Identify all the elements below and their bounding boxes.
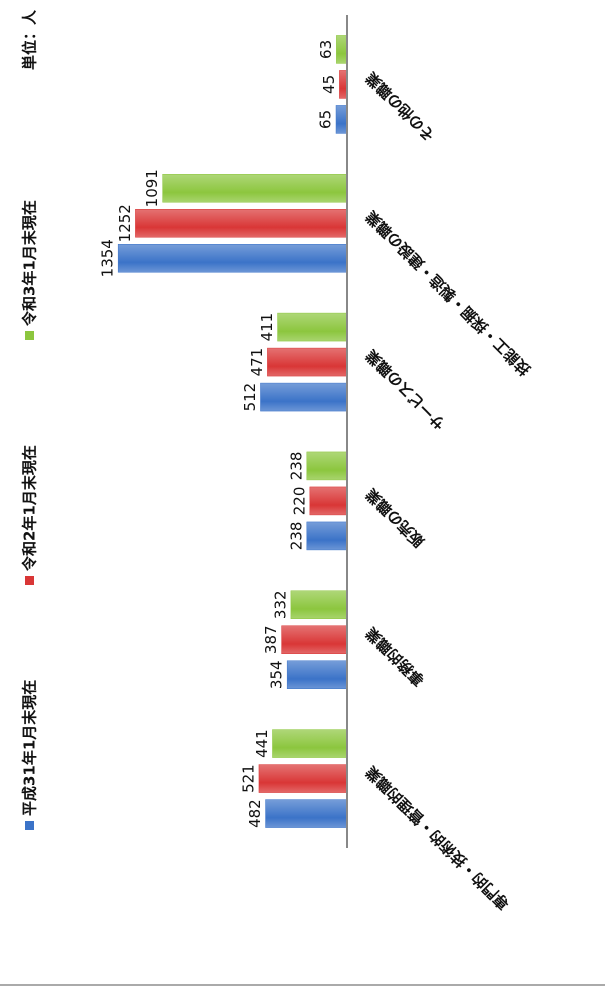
bar [290, 590, 348, 619]
value-label: 63 [317, 40, 335, 59]
bar [309, 486, 348, 516]
value-label: 1354 [99, 239, 117, 277]
legend-label: 令和2年1月末現在 [21, 445, 39, 571]
x-tick-label: 事務的職業 [362, 623, 428, 689]
legend-swatch [25, 331, 34, 340]
bar [306, 451, 348, 481]
x-tick-label: その他の職業 [362, 68, 439, 145]
bar [336, 35, 348, 64]
x-tick-label: 販売の職業 [362, 484, 428, 550]
unit-label: 単位：人 [21, 9, 39, 70]
value-label: 220 [290, 487, 308, 516]
value-label: 238 [287, 452, 305, 481]
value-label: 471 [248, 348, 266, 377]
value-label: 482 [246, 799, 264, 828]
value-label: 411 [258, 313, 276, 342]
value-label: 387 [262, 625, 280, 654]
value-label: 1252 [116, 204, 134, 242]
value-label: 45 [320, 75, 338, 94]
bar [286, 660, 348, 689]
bar [258, 764, 348, 793]
bar [135, 209, 348, 238]
value-label: 332 [271, 590, 289, 619]
bar [281, 625, 348, 654]
x-tick-label: 専門的・技術的・管理的職業 [362, 762, 513, 913]
value-label: 512 [241, 383, 259, 412]
bar [335, 105, 348, 134]
bar [117, 244, 348, 273]
bar [267, 347, 348, 377]
x-tick-label: 技能工・採掘・製造・建設の職業 [362, 207, 535, 380]
legend-swatch [25, 576, 34, 585]
legend-label: 令和3年1月末現在 [21, 200, 39, 326]
value-label: 441 [253, 729, 271, 758]
bar [162, 174, 348, 203]
value-label: 521 [239, 764, 257, 793]
bar [265, 799, 348, 828]
bar [339, 70, 348, 99]
bar [260, 382, 348, 412]
bar [277, 312, 348, 342]
bar [306, 521, 348, 551]
bar [272, 729, 348, 758]
value-label: 65 [317, 110, 335, 129]
value-label: 238 [287, 522, 305, 551]
value-label: 354 [268, 660, 286, 689]
legend-label: 平成31年1月末現在 [21, 680, 39, 816]
x-tick-label: サービスの職業 [362, 345, 450, 433]
legend-swatch [25, 821, 34, 830]
value-label: 1091 [143, 169, 161, 207]
